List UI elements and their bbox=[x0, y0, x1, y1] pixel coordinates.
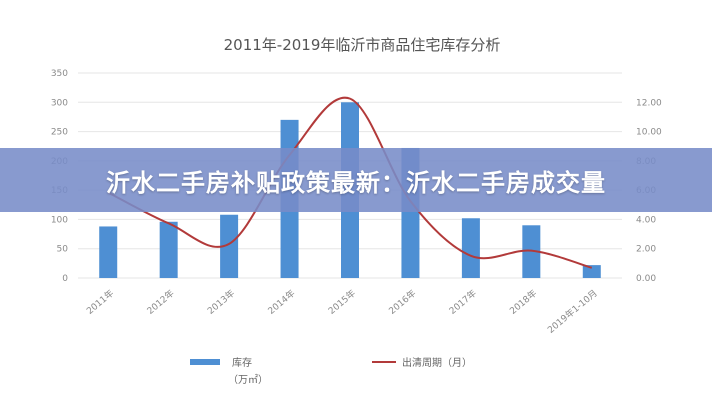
left-tick-label: 50 bbox=[57, 245, 69, 255]
right-tick-label: 10.00 bbox=[636, 128, 662, 138]
x-tick-label: 2019年1-10月 bbox=[545, 287, 600, 336]
left-tick-label: 250 bbox=[51, 128, 68, 138]
bar bbox=[582, 265, 601, 278]
right-tick-label: 4.00 bbox=[636, 215, 656, 225]
right-tick-label: 2.00 bbox=[636, 245, 656, 255]
bar bbox=[461, 218, 480, 278]
legend-bar-swatch bbox=[190, 359, 220, 365]
x-tick-label: 2016年 bbox=[386, 287, 418, 317]
line-series bbox=[107, 96, 593, 269]
legend: 库存 （万㎡） 出清周期（月） bbox=[190, 356, 472, 386]
headline-banner: 沂水二手房补贴政策最新：沂水二手房成交量 bbox=[0, 148, 712, 212]
x-tick-label: 2018年 bbox=[507, 287, 539, 317]
bar bbox=[99, 226, 118, 278]
legend-line-label: 出清周期（月） bbox=[402, 356, 472, 369]
x-tick-label: 2017年 bbox=[447, 287, 479, 317]
x-tick-label: 2013年 bbox=[205, 287, 237, 317]
headline-text: 沂水二手房补贴政策最新：沂水二手房成交量 bbox=[106, 168, 606, 197]
right-tick-label: 0.00 bbox=[636, 274, 656, 284]
x-tick-label: 2012年 bbox=[144, 287, 176, 317]
left-tick-label: 300 bbox=[51, 98, 68, 108]
left-tick-label: 100 bbox=[51, 215, 68, 225]
x-tick-label: 2011年 bbox=[84, 287, 116, 317]
bar bbox=[159, 221, 178, 278]
chart-title: 2011年-2019年临沂市商品住宅库存分析 bbox=[224, 36, 501, 54]
legend-bar-label: 库存 bbox=[232, 356, 252, 369]
x-axis-labels: 2011年 2012年 2013年 2014年 2015年 2016年 2017年 2018年… bbox=[84, 287, 600, 336]
left-tick-label: 0 bbox=[62, 274, 68, 284]
x-tick-label: 2014年 bbox=[265, 287, 297, 317]
left-tick-label: 350 bbox=[51, 69, 68, 79]
right-tick-label: 12.00 bbox=[636, 98, 662, 108]
bar bbox=[220, 214, 239, 278]
line-series-path bbox=[107, 96, 593, 269]
legend-bar-unit: （万㎡） bbox=[228, 374, 268, 386]
x-tick-label: 2015年 bbox=[326, 287, 358, 317]
